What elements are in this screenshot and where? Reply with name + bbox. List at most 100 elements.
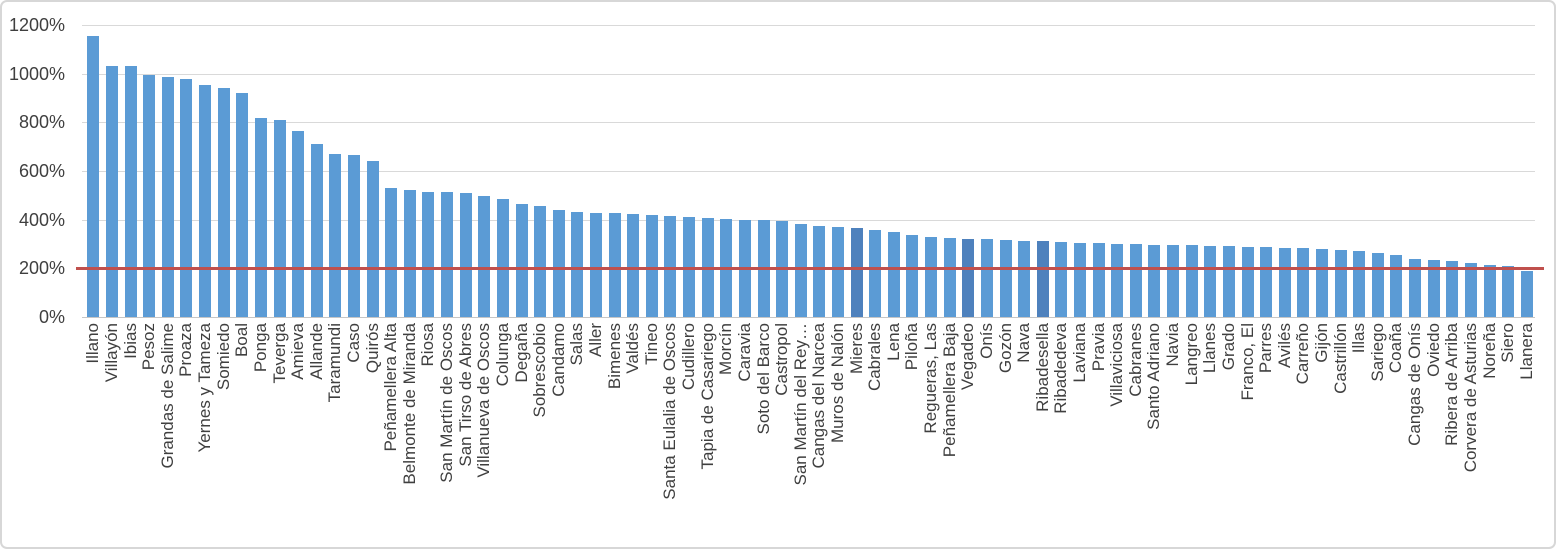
gridline-1000 — [82, 73, 1535, 75]
bar-lena — [887, 232, 900, 317]
bar-teverga — [273, 119, 286, 317]
bar-penamellera-baja — [943, 238, 956, 317]
x-label-illano: Illano — [83, 323, 103, 364]
y-tick-800: 800% — [18, 112, 65, 133]
bar-grandas-de-salime — [161, 77, 174, 317]
x-label-ribadesella: Ribadesella — [1032, 323, 1052, 412]
x-label-candamo: Candamo — [548, 323, 568, 397]
x-label-cudillero: Cudillero — [679, 323, 698, 391]
x-label-bimenes: Bimenes — [604, 323, 624, 390]
x-label-nava: Nava — [1014, 323, 1034, 363]
x-label-castropol: Castropol — [772, 323, 792, 396]
x-label-belmonte-de-miranda: Belmonte de Miranda — [399, 323, 419, 485]
x-label-norena: Noreña — [1479, 323, 1499, 379]
bar-llanera — [1520, 271, 1533, 317]
bar-aviles — [1278, 247, 1291, 317]
x-label-ribadedeva: Ribadedeva — [1051, 323, 1071, 414]
x-label-penamellera-baja: Peñamellera Baja — [939, 323, 959, 458]
x-label-pilona: Piloña — [902, 323, 922, 371]
bar-boal — [236, 93, 249, 317]
x-label-sariego: Sariego — [1367, 323, 1387, 382]
x-label-vegadeo: Vegadeo — [958, 323, 978, 391]
bar-carreno — [1297, 247, 1310, 317]
x-label-penamellera-alta: Peñamellera Alta — [381, 323, 401, 452]
y-tick-200: 200% — [18, 258, 65, 279]
x-label-mieres: Mieres — [846, 323, 866, 375]
x-label-soto-del-barco: Soto del Barco — [753, 323, 773, 435]
x-label-amieva: Amieva — [288, 323, 308, 380]
x-label-llanes: Llanes — [1200, 323, 1220, 374]
bar-ibias — [124, 66, 137, 317]
bar-coana — [1390, 254, 1403, 317]
x-label-carreno: Carreño — [1293, 323, 1313, 385]
x-label-yernes-y-tameza: Yernes y Tameza — [195, 323, 214, 453]
bar-degana — [515, 203, 528, 317]
x-label-teverga: Teverga — [269, 323, 289, 384]
x-label-pravia: Pravia — [1088, 323, 1108, 372]
x-label-castrillon: Castrillón — [1330, 323, 1350, 394]
bar-cabrales — [869, 230, 882, 317]
bar-pilona — [906, 235, 919, 317]
bar-illas — [1353, 251, 1366, 317]
x-label-illas: Illas — [1349, 323, 1369, 354]
x-label-cabranes: Cabranes — [1125, 323, 1145, 397]
x-label-parres: Parres — [1256, 323, 1276, 374]
x-label-navia: Navia — [1163, 323, 1182, 367]
bar-taramundi — [329, 154, 342, 317]
x-label-quiros: Quirós — [362, 323, 382, 374]
x-label-aviles: Avilés — [1274, 323, 1294, 369]
x-label-valdes: Valdés — [623, 323, 643, 374]
bar-illano — [87, 35, 100, 317]
x-label-cangas-del-narcea: Cangas del Narcea — [809, 323, 829, 469]
bar-colunga — [496, 199, 509, 317]
reference-line-200pct — [76, 266, 1544, 270]
bar-riosa — [422, 191, 435, 317]
bar-caso — [347, 155, 360, 317]
x-label-ribera-de-arriba: Ribera de Arriba — [1442, 323, 1462, 446]
bar-villayon — [105, 66, 118, 317]
x-label-ibias: Ibias — [120, 323, 140, 359]
bar-salas — [571, 211, 584, 317]
bar-mieres — [850, 227, 863, 317]
x-label-riosa: Riosa — [418, 323, 438, 367]
x-label-somiedo: Somiedo — [213, 323, 233, 391]
x-label-oviedo: Oviedo — [1423, 323, 1443, 377]
x-label-pesoz: Pesoz — [139, 323, 159, 371]
gridline-400 — [82, 219, 1535, 221]
bar-san-tirso-de-abres — [459, 192, 472, 317]
x-label-tapia-de-casariego: Tapia de Casariego — [697, 323, 717, 470]
x-label-san-martin-del-rey: San Martín del Rey… — [790, 323, 810, 486]
bar-allande — [310, 144, 323, 317]
x-label-onis: Onís — [976, 323, 996, 359]
x-label-franco-el: Franco, El — [1237, 323, 1257, 401]
bar-corvera-de-asturias — [1464, 263, 1477, 317]
bar-yernes-y-tameza — [199, 84, 211, 317]
x-label-siero: Siero — [1498, 323, 1518, 363]
bar-parres — [1260, 247, 1273, 317]
bar-gozon — [999, 240, 1012, 317]
bar-cangas-de-onis — [1409, 259, 1421, 317]
bar-sariego — [1371, 252, 1384, 317]
x-label-cabrales: Cabrales — [865, 323, 885, 392]
x-label-degana: Degaña — [511, 323, 531, 383]
bar-muros-de-nalon — [831, 227, 844, 317]
x-label-proaza: Proaza — [176, 323, 196, 377]
x-label-grado: Grado — [1218, 323, 1238, 371]
x-label-llanera: Llanera — [1516, 323, 1536, 380]
bar-candamo — [552, 209, 565, 317]
x-label-boal: Boal — [232, 323, 252, 358]
x-label-laviana: Laviana — [1069, 323, 1089, 383]
bar-san-martin-de-oscos — [441, 192, 453, 317]
x-label-allande: Allande — [306, 323, 326, 380]
x-label-muros-de-nalon: Muros de Nalón — [827, 323, 847, 444]
y-tick-1200: 1200% — [8, 15, 65, 35]
y-tick-0: 0% — [38, 307, 65, 327]
x-label-lena: Lena — [883, 323, 903, 361]
bar-ponga — [254, 117, 267, 317]
bar-ribadesella — [1036, 241, 1049, 317]
bar-ribera-de-arriba — [1446, 261, 1459, 317]
x-label-san-martin-de-oscos: San Martín de Oscos — [437, 323, 456, 483]
bar-valdes — [627, 214, 640, 317]
bar-penamellera-alta — [385, 188, 398, 317]
bar-pravia — [1092, 243, 1105, 317]
